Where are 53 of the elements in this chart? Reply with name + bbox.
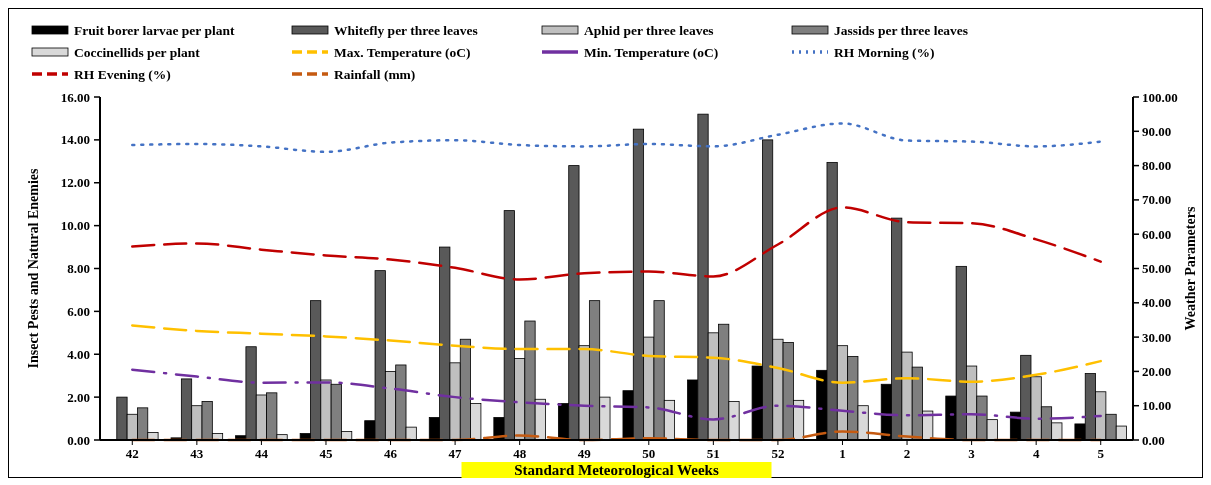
line-series: [131, 122, 1102, 154]
legend-label: RH Evening (%): [74, 67, 171, 82]
x-tick-label: 51: [706, 446, 720, 461]
legend-label: Whitefly per three leaves: [334, 23, 478, 38]
y2-tick-label: 40.00: [1142, 295, 1172, 311]
x-tick-label: 45: [319, 446, 333, 461]
line-series: [131, 368, 1102, 421]
y-tick-label: 8.00: [67, 261, 90, 277]
x-tick-label: 43: [190, 446, 204, 461]
x-tick-label: 3: [968, 446, 976, 461]
y-tick-label: 10.00: [60, 218, 90, 234]
y2-tick-label: 0.00: [1142, 432, 1165, 448]
y2-tick-label: 20.00: [1142, 363, 1172, 379]
x-tick-label: 5: [1097, 446, 1105, 461]
y-tick-label: 12.00: [60, 175, 90, 191]
y-tick-label: 4.00: [67, 346, 90, 362]
legend-label: Coccinellids per plant: [74, 45, 201, 60]
legend-label: RH Morning (%): [834, 45, 935, 60]
x-tick-label: 50: [642, 446, 656, 461]
y2-axis-title: Weather Parameters: [1183, 206, 1198, 331]
y2-tick-label: 100.00: [1142, 89, 1178, 105]
legend-label: Jassids per three leaves: [834, 23, 969, 38]
x-tick-label: 48: [513, 446, 527, 461]
x-axis-title: Standard Meteorological Weeks: [514, 462, 719, 478]
y-tick-label: 14.00: [60, 132, 90, 148]
x-tick-label: 52: [771, 446, 785, 461]
x-tick-label: 42: [125, 446, 139, 461]
x-tick-label: 44: [254, 446, 269, 461]
x-tick-label: 2: [903, 446, 911, 461]
line-series: [131, 324, 1102, 384]
y2-tick-label: 90.00: [1142, 123, 1172, 139]
x-tick-label: 4: [1032, 446, 1040, 461]
legend-label: Rainfall (mm): [334, 67, 416, 82]
y2-tick-label: 80.00: [1142, 158, 1172, 174]
y2-tick-label: 70.00: [1142, 192, 1172, 208]
x-tick-label: 47: [448, 446, 463, 461]
x-tick-label: 49: [577, 446, 592, 461]
x-tick-label: 46: [384, 446, 398, 461]
line-series: [131, 206, 1102, 281]
legend-label: Max. Temperature (oC): [334, 45, 471, 60]
y2-tick-label: 60.00: [1142, 226, 1172, 242]
legend-label: Fruit borer larvae per plant: [74, 23, 235, 38]
y-tick-label: 2.00: [67, 389, 90, 405]
y-tick-label: 0.00: [67, 432, 90, 448]
legend-label: Min. Temperature (oC): [584, 45, 719, 60]
y2-tick-label: 50.00: [1142, 261, 1172, 277]
x-tick-label: 1: [839, 446, 846, 461]
legend-label: Aphid per three leaves: [584, 23, 714, 38]
y2-tick-label: 30.00: [1142, 329, 1172, 345]
y2-tick-label: 10.00: [1142, 398, 1172, 414]
y-axis-title: Insect Pests and Natural Enemies: [26, 168, 41, 369]
y-tick-label: 6.00: [67, 303, 90, 319]
y-tick-label: 16.00: [60, 89, 90, 105]
